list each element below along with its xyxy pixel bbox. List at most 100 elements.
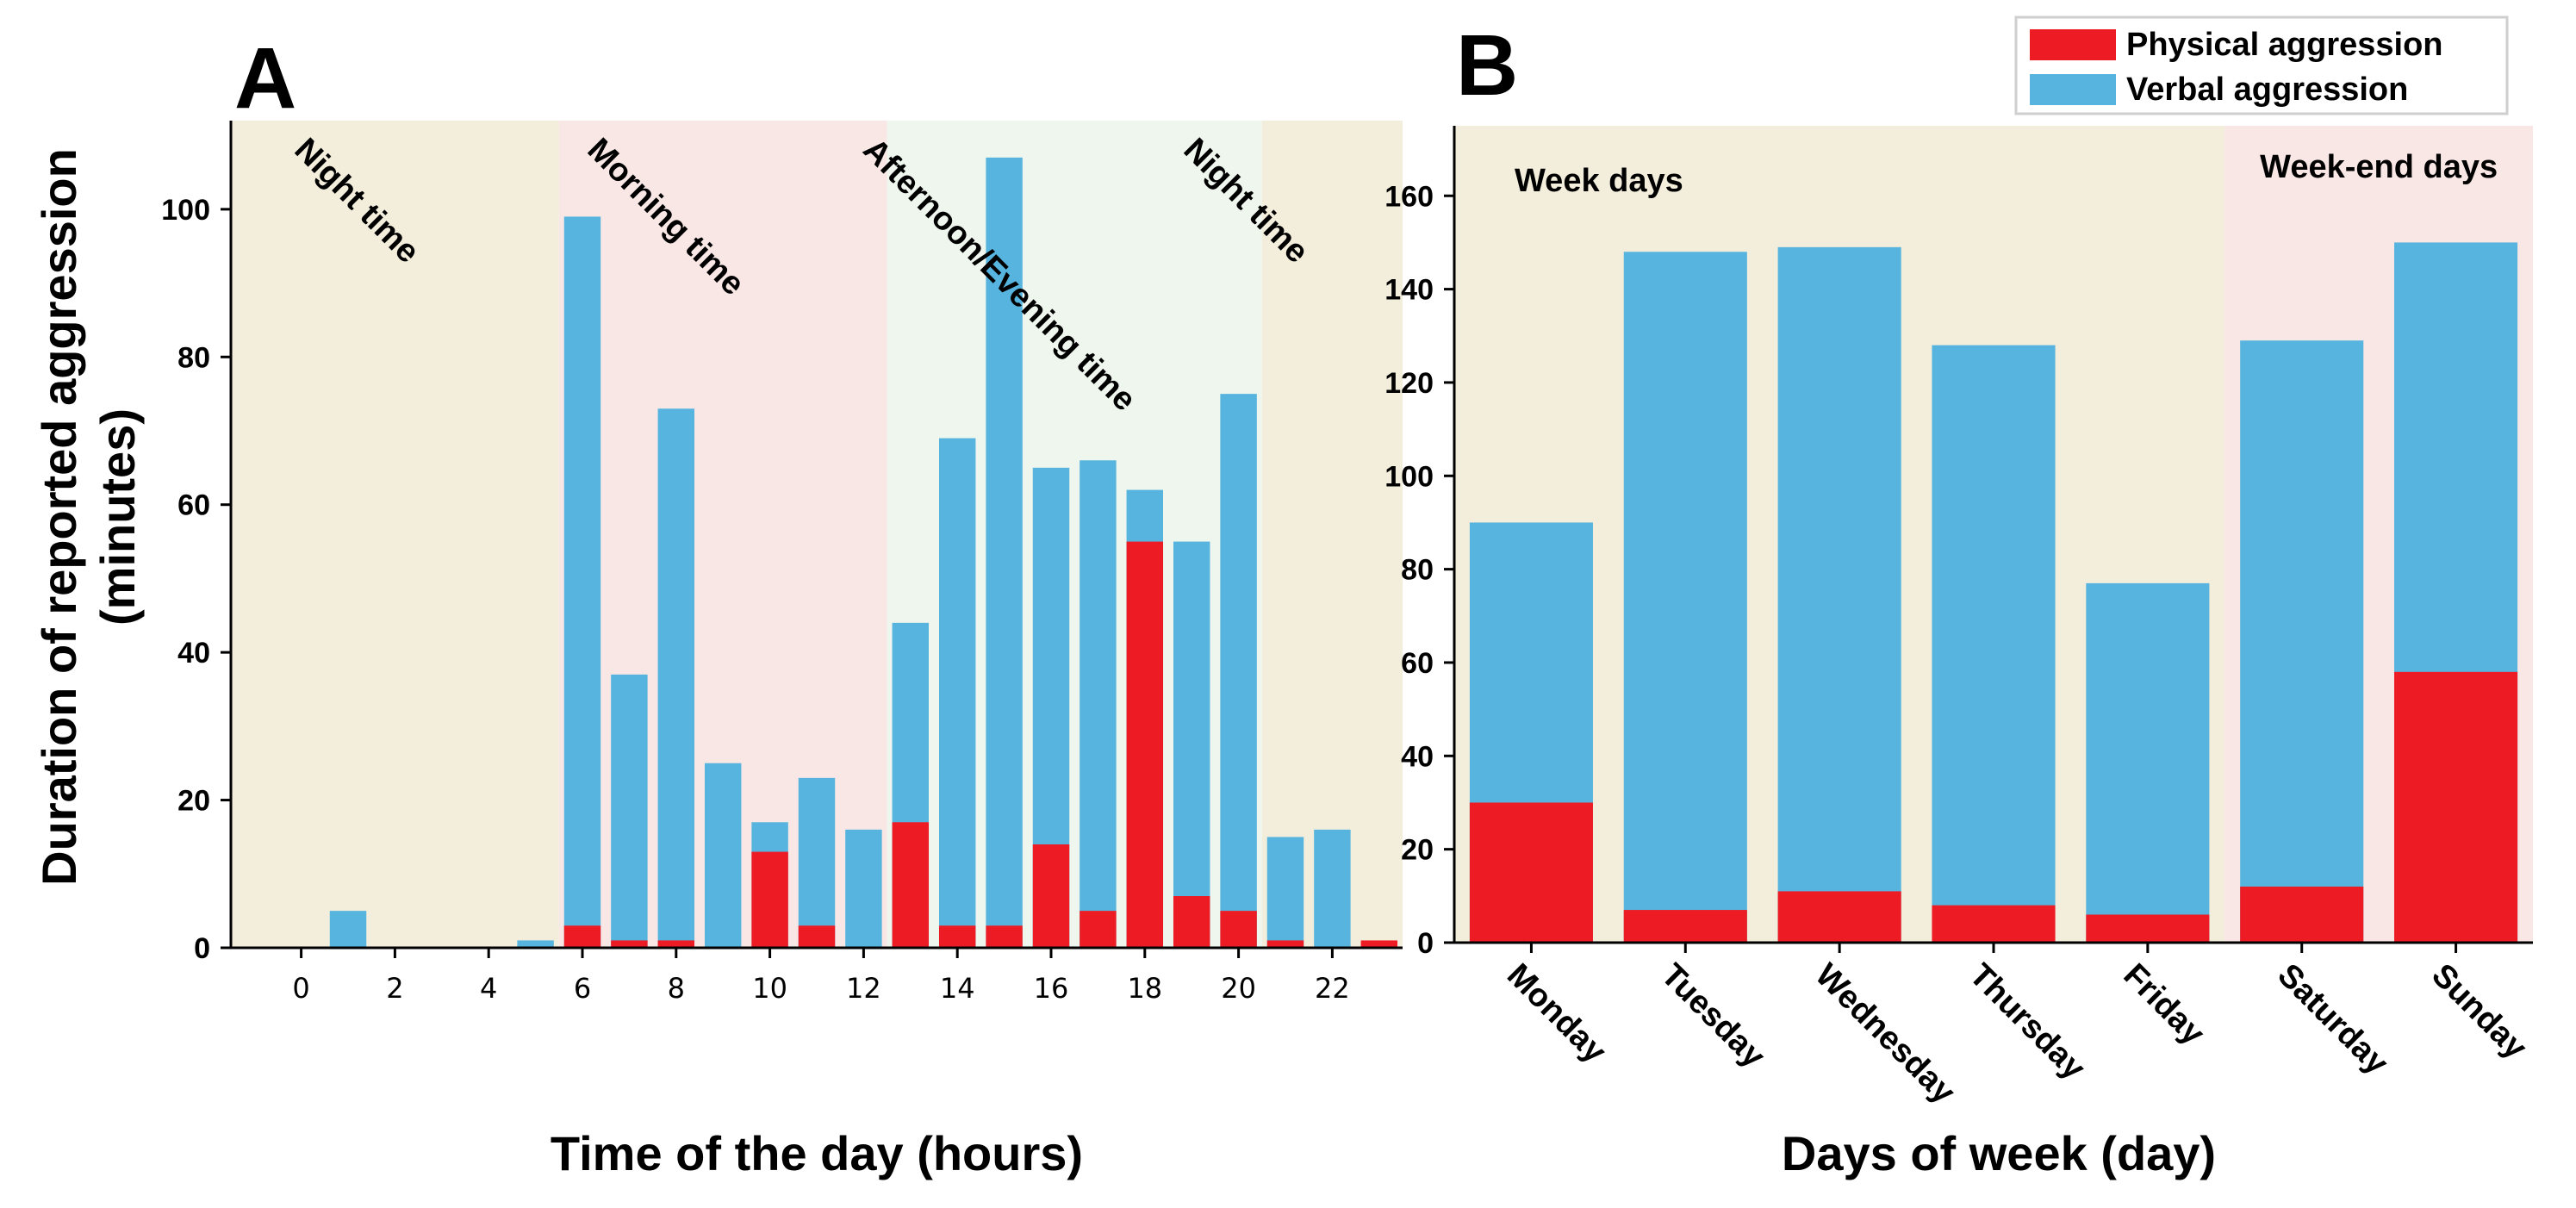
panel-a-bars	[329, 157, 1398, 949]
panel-b-period-label: Week days	[1515, 163, 1683, 199]
physical-bar	[986, 925, 1023, 948]
physical-bar	[2394, 671, 2518, 943]
verbal-bar	[563, 216, 601, 948]
physical-bar	[1623, 910, 1747, 943]
verbal-bar	[1173, 541, 1210, 948]
verbal-bar	[1932, 345, 2056, 943]
panel-b-x-tick-label: Sunday	[2424, 957, 2534, 1067]
panel-a-x-tick-label: 2	[386, 972, 403, 1005]
panel-a-y-axis-title: Duration of reported aggression (minutes…	[32, 148, 145, 886]
physical-bar	[657, 940, 695, 948]
physical-bar	[611, 940, 648, 948]
panel-a-period-bg	[1261, 121, 1403, 948]
panel-a-backgrounds	[231, 121, 1403, 948]
panel-a-x-tick-label: 18	[1127, 972, 1162, 1005]
panel-b-x-tick-label: Thursday	[1963, 957, 2093, 1087]
panel-b-y-tick-label: 140	[1384, 274, 1434, 307]
physical-bar	[1266, 940, 1304, 948]
panel-b-x-tick-label: Saturday	[2270, 957, 2395, 1082]
verbal-bar	[517, 940, 554, 948]
physical-bar	[1080, 911, 1117, 948]
verbal-bar	[1314, 829, 1351, 948]
physical-bar	[1220, 911, 1257, 948]
panel-a-x-tick-label: 16	[1034, 972, 1069, 1005]
panel-a-y-tick-label: 0	[194, 932, 210, 965]
panel-a-y-ticks: 0 20 40 60 80 100	[161, 194, 231, 965]
panel-a-letter: A	[234, 30, 296, 127]
panel-a-y-axis-title-line2: (minutes)	[90, 408, 145, 626]
panel-a-x-tick-label: 10	[752, 972, 787, 1005]
panel-a-x-tick-label: 12	[846, 972, 881, 1005]
verbal-bar	[845, 829, 882, 948]
panel-b-period-label: Week-end days	[2260, 149, 2498, 185]
physical-bar	[1932, 905, 2056, 943]
panel-a-x-tick-label: 8	[668, 972, 685, 1005]
legend-physical-label: Physical aggression	[2126, 27, 2443, 63]
verbal-bar	[2086, 582, 2210, 943]
panel-b-y-tick-label: 120	[1384, 367, 1434, 400]
panel-b-y-tick-label: 60	[1401, 647, 1434, 680]
panel-a-x-tick-label: 4	[480, 972, 497, 1005]
panel-b-y-tick-label: 20	[1401, 834, 1434, 867]
verbal-bar	[2240, 340, 2364, 943]
panel-b-y-ticks: 0 20 40 60 80 100 120 140 160	[1384, 180, 1454, 960]
verbal-bar	[938, 438, 976, 949]
panel-a-x-tick-label: 22	[1315, 972, 1350, 1005]
legend-verbal-swatch	[2030, 74, 2116, 105]
panel-b-x-tick-label: Wednesday	[1808, 957, 1963, 1111]
verbal-bar	[657, 408, 695, 948]
panel-a: Night time Morning time Afternoon/Evening …	[32, 30, 1403, 1180]
physical-bar	[751, 851, 788, 948]
legend: Physical aggression Verbal aggression	[2014, 16, 2509, 115]
physical-bar	[798, 925, 836, 948]
physical-bar	[1173, 896, 1210, 948]
verbal-bar	[329, 911, 367, 948]
verbal-bar	[986, 157, 1023, 948]
panel-b-bars	[1469, 242, 2518, 943]
verbal-bar	[798, 777, 836, 948]
panel-a-x-tick-label: 6	[574, 972, 591, 1005]
verbal-bar	[1777, 246, 1901, 943]
panel-b-x-ticks: Monday Tuesday Wednesday Thursday Friday Satu…	[1500, 943, 2534, 1111]
physical-bar	[1032, 844, 1070, 948]
panel-b-letter: B	[1456, 17, 1518, 114]
panel-b-y-tick-label: 160	[1384, 180, 1434, 213]
verbal-bar	[1080, 460, 1117, 948]
panel-a-x-axis-title: Time of the day (hours)	[551, 1126, 1083, 1180]
verbal-bar	[1266, 837, 1304, 948]
panel-a-x-tick-label: 14	[940, 972, 975, 1005]
panel-a-y-tick-label: 40	[177, 637, 210, 669]
physical-bar	[563, 925, 601, 948]
panel-a-y-tick-label: 20	[177, 785, 210, 818]
verbal-bar	[704, 763, 742, 948]
panel-a-x-ticks: 0 2 4 6 8 10 12 14 16 18 20 22	[292, 948, 1350, 1005]
panel-a-period-bg	[231, 121, 559, 948]
physical-bar	[1469, 802, 1593, 943]
verbal-bar	[1220, 394, 1257, 949]
legend-physical-swatch	[2030, 29, 2116, 60]
panel-b-x-tick-label: Tuesday	[1654, 957, 1772, 1075]
panel-b-x-axis-title: Days of week (day)	[1782, 1126, 2216, 1180]
panel-b: Week days Week-end days Monday Tuesday Wedn…	[1384, 17, 2534, 1180]
panel-b-x-tick-label: Monday	[1500, 957, 1613, 1070]
panel-b-x-tick-label: Friday	[2116, 957, 2211, 1052]
panel-a-axes	[229, 121, 1403, 950]
panel-b-period-labels: Week days Week-end days	[1515, 149, 2498, 199]
panel-a-x-tick-label: 0	[292, 972, 309, 1005]
physical-bar	[2086, 914, 2210, 943]
panel-b-y-tick-label: 0	[1417, 927, 1434, 960]
panel-b-y-tick-label: 100	[1384, 460, 1434, 493]
panel-a-y-tick-label: 60	[177, 489, 210, 522]
physical-bar	[938, 925, 976, 948]
physical-bar	[2240, 886, 2364, 943]
verbal-bar	[611, 674, 648, 948]
panel-a-y-axis-title-line1: Duration of reported aggression	[32, 148, 86, 886]
physical-bar	[1777, 891, 1901, 943]
physical-bar	[1126, 541, 1164, 948]
panel-a-y-tick-label: 100	[161, 194, 210, 227]
legend-verbal-label: Verbal aggression	[2126, 72, 2408, 108]
physical-bar	[892, 822, 930, 948]
physical-bar	[1360, 940, 1398, 948]
